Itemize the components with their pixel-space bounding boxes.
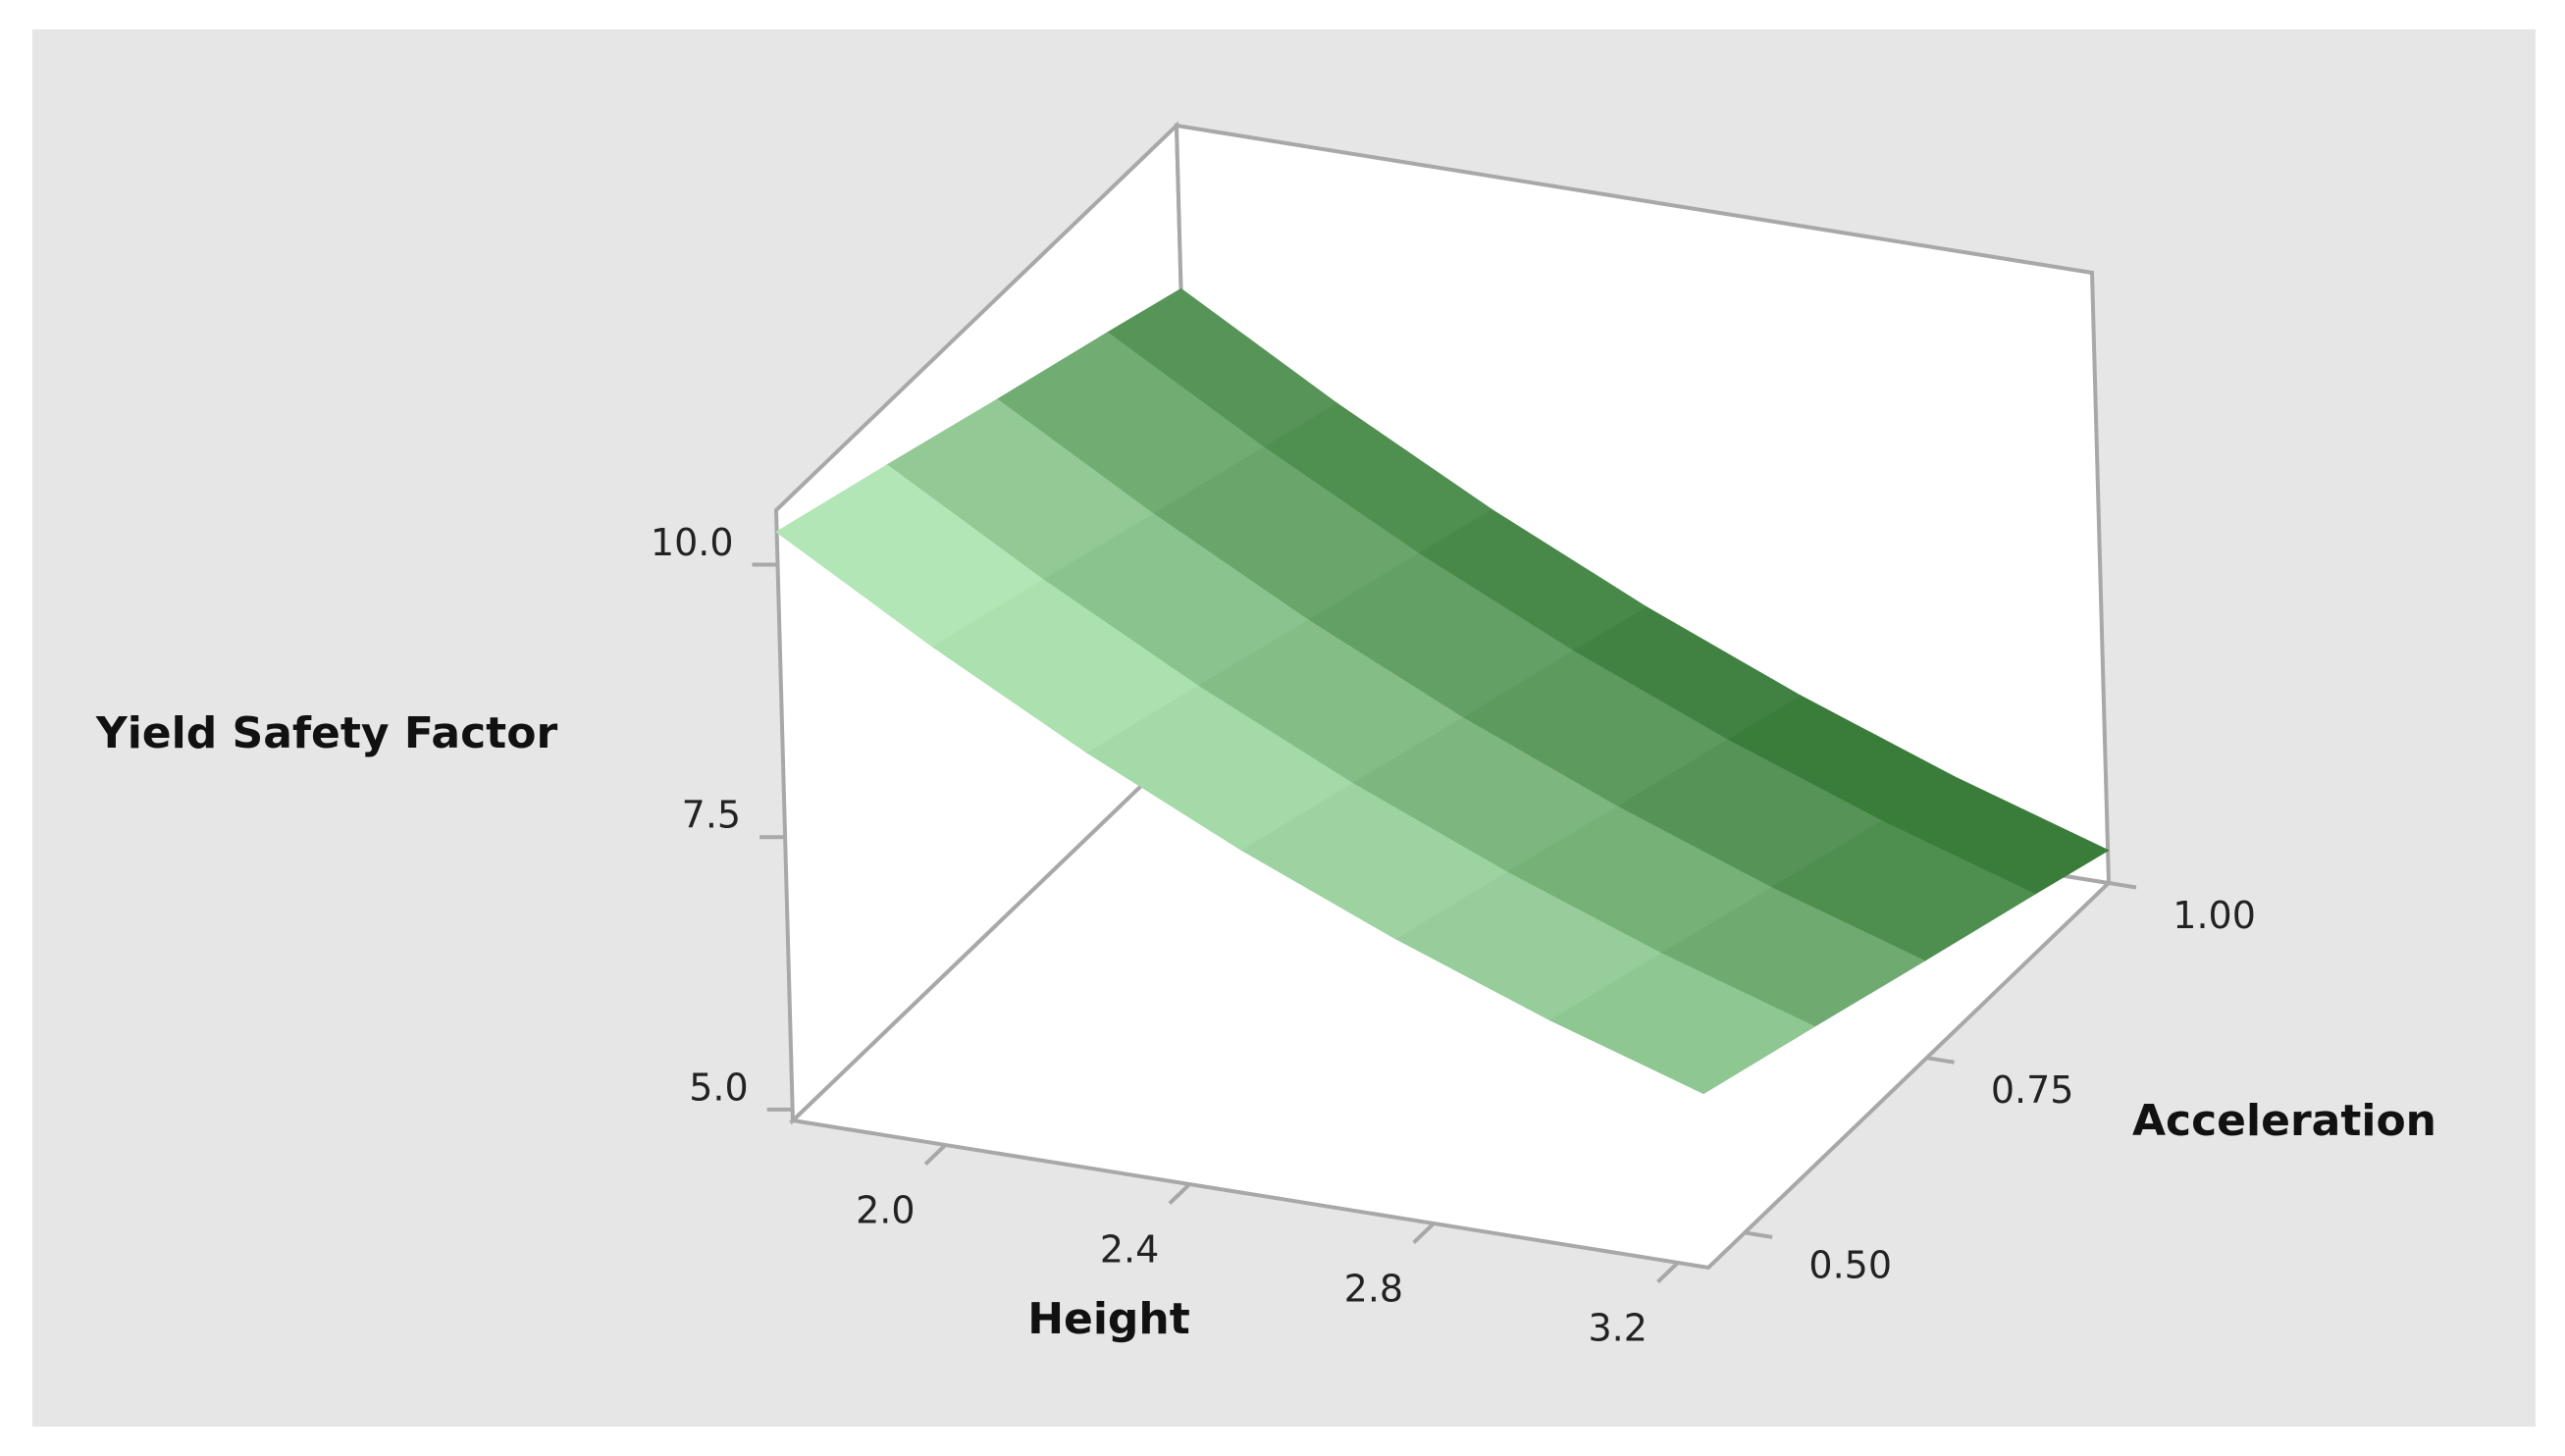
y-tick-label: 1.00 xyxy=(2172,894,2256,937)
x-tick-label: 2.0 xyxy=(856,1188,915,1231)
x-tick xyxy=(923,1143,947,1167)
x-tick xyxy=(1412,1222,1436,1245)
z-tick-label: 7.5 xyxy=(682,794,741,837)
y-tick xyxy=(1744,1230,1773,1239)
y-axis-label: Acceleration xyxy=(2132,1096,2436,1146)
y-tick xyxy=(1926,1056,1955,1065)
x-tick xyxy=(1656,1261,1680,1284)
x-tick-label: 2.8 xyxy=(1344,1267,1403,1310)
axes: 5.0 7.5 10.0 2.0 2.4 2.8 3.2 0.50 0.75 1.00 xyxy=(651,521,2256,1349)
x-axis-label: Height xyxy=(1027,1294,1190,1344)
x-tick-label: 3.2 xyxy=(1588,1306,1647,1349)
y-tick-label: 0.75 xyxy=(1991,1068,2074,1112)
surface-patch xyxy=(775,464,1044,648)
z-tick-label: 10.0 xyxy=(651,521,734,564)
y-tick-label: 0.50 xyxy=(1808,1243,1892,1286)
x-tick-label: 2.4 xyxy=(1100,1227,1159,1271)
x-tick xyxy=(1168,1182,1191,1206)
z-tick-label: 5.0 xyxy=(689,1066,748,1109)
z-axis-label: Yield Safety Factor xyxy=(95,708,558,758)
y-tick xyxy=(2108,881,2137,890)
surface xyxy=(775,287,2110,1095)
